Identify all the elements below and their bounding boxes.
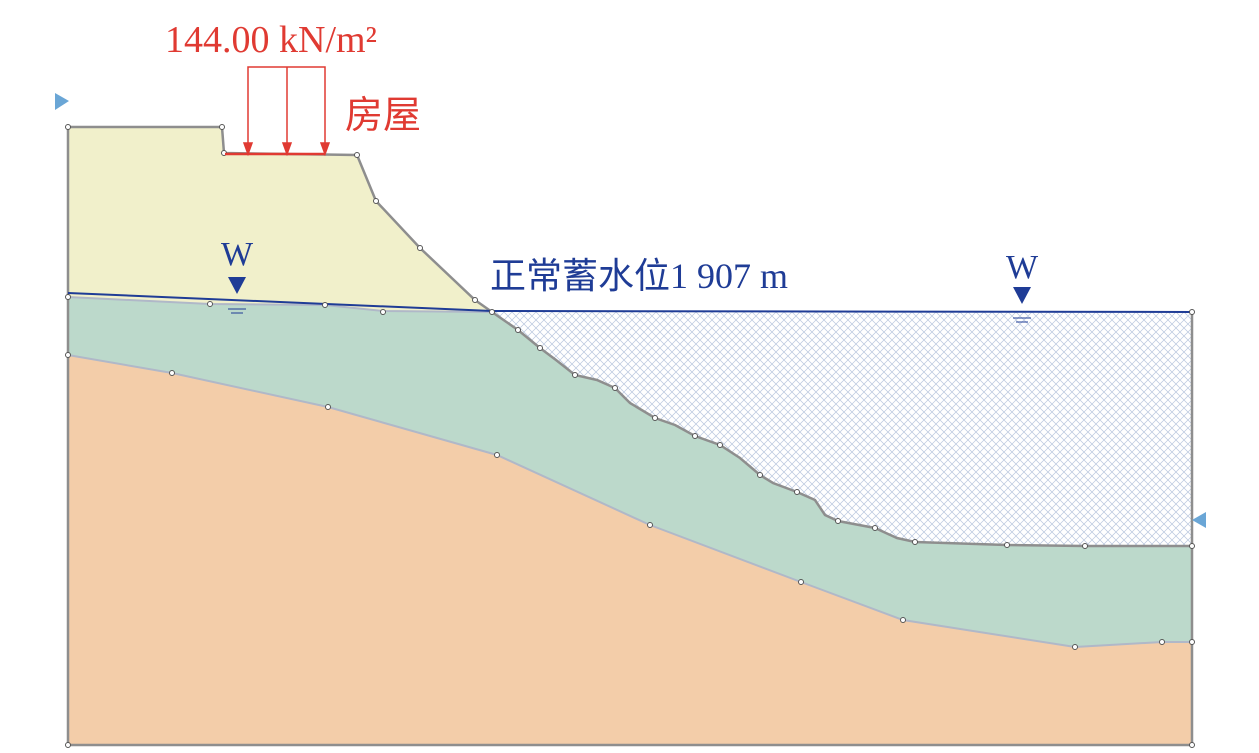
vertex xyxy=(835,518,841,524)
vertex xyxy=(65,352,71,358)
shape xyxy=(319,142,331,157)
vertex xyxy=(373,198,379,204)
vertex xyxy=(798,579,804,585)
vertex xyxy=(1189,309,1195,315)
vertex xyxy=(354,152,360,158)
water-marker: W xyxy=(1006,249,1039,286)
vertex xyxy=(1004,542,1010,548)
vertex xyxy=(537,345,543,351)
layers xyxy=(68,127,1192,745)
vertex xyxy=(912,539,918,545)
vertex xyxy=(1189,742,1195,748)
vertex xyxy=(169,370,175,376)
vertex xyxy=(1072,644,1078,650)
shape xyxy=(1192,512,1206,528)
surcharge-load xyxy=(225,66,331,157)
shape xyxy=(242,142,254,157)
vertex xyxy=(65,742,71,748)
weathered-layer xyxy=(68,297,1192,647)
vertex xyxy=(322,302,328,308)
vertex xyxy=(1189,639,1195,645)
water-level-label: 正常蓄水位1 907 m xyxy=(490,256,788,296)
layer-boundary xyxy=(67,354,1192,649)
vertex xyxy=(652,415,658,421)
shape xyxy=(228,277,246,294)
load-label: 144.00 kN/m² xyxy=(165,19,377,61)
water-symbols xyxy=(228,277,1031,323)
shape xyxy=(1013,287,1031,304)
vertex xyxy=(872,525,878,531)
vertex xyxy=(757,472,763,478)
vertex xyxy=(1189,543,1195,549)
water-marker: W xyxy=(221,236,254,273)
bedrock-layer xyxy=(68,355,1192,745)
vertex xyxy=(647,522,653,528)
boundary-markers xyxy=(55,93,1206,528)
outer-boundary xyxy=(66,297,1194,747)
shape xyxy=(281,142,293,157)
vertex xyxy=(207,301,213,307)
fill-layer xyxy=(68,127,492,312)
vertex xyxy=(572,372,578,378)
vertex xyxy=(472,297,478,303)
vertex xyxy=(65,124,71,130)
vertex xyxy=(417,245,423,251)
vertex xyxy=(692,433,698,439)
vertex xyxy=(515,327,521,333)
load-name: 房屋 xyxy=(345,95,421,137)
vertices xyxy=(65,124,1195,748)
vertex xyxy=(219,124,225,130)
vertex xyxy=(494,452,500,458)
vertex xyxy=(380,309,386,315)
vertex xyxy=(717,442,723,448)
vertex xyxy=(489,309,495,315)
vertex xyxy=(900,617,906,623)
vertex xyxy=(1082,543,1088,549)
vertex xyxy=(1159,639,1165,645)
vertex xyxy=(65,294,71,300)
vertex xyxy=(794,489,800,495)
reservoir-water xyxy=(492,312,1192,546)
shape xyxy=(55,93,69,110)
vertex xyxy=(325,404,331,410)
vertex xyxy=(612,385,618,391)
